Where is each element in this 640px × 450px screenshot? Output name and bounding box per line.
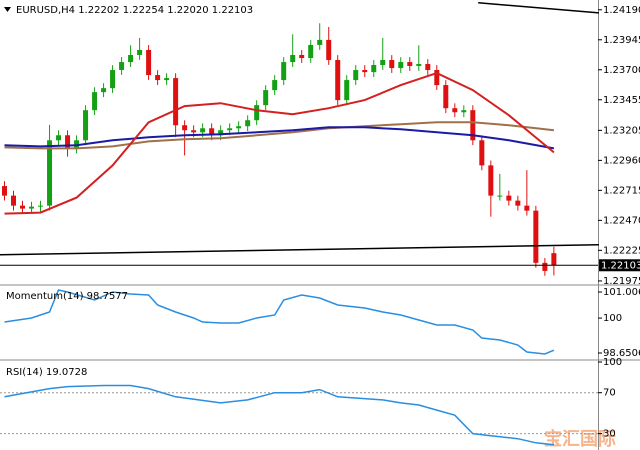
candle-body (506, 195, 512, 201)
y-tick-label: 1.23205 (603, 125, 640, 136)
trendline (478, 2, 599, 14)
y-tick-label: 1.23700 (603, 65, 640, 76)
candle-body (398, 62, 404, 69)
candle-body (272, 80, 278, 91)
candle-body (110, 70, 116, 89)
candle-body (470, 110, 476, 141)
indicator-line (4, 384, 554, 446)
candle-body (137, 49, 143, 55)
panel-title: Momentum(14) 98.7577 (6, 291, 128, 302)
candle-body (101, 88, 107, 93)
y-tick-label: 100 (603, 357, 622, 368)
candle-body (551, 253, 557, 266)
candle-body (56, 135, 62, 141)
candle-body (434, 70, 440, 86)
candle-body (524, 205, 530, 211)
candle-body (515, 200, 521, 206)
candle-body (173, 78, 179, 126)
candle-body (20, 205, 26, 209)
candle-body (326, 39, 332, 60)
y-tick-label: 1.23455 (603, 95, 640, 106)
y-tick-label: 1.24190 (603, 5, 640, 16)
candle-body (299, 54, 305, 59)
candle-body (119, 62, 125, 71)
y-tick-label: 98.6506 (603, 348, 640, 359)
candle-body (47, 140, 53, 206)
candle-body (236, 126, 242, 129)
y-tick-label: 1.22225 (603, 245, 640, 256)
moving-average (4, 121, 555, 150)
candle-body (92, 92, 98, 111)
candle-body (353, 70, 359, 81)
candle-body (65, 135, 71, 149)
candle-body (542, 262, 548, 271)
candle-body (380, 59, 386, 66)
candle-body (200, 128, 206, 133)
candle-body (371, 65, 377, 73)
y-tick-label: 1.23945 (603, 35, 640, 46)
candle-body (182, 125, 188, 131)
candle-body (407, 62, 413, 66)
candle-body (317, 39, 323, 45)
candle-body (245, 120, 251, 127)
panel-title: RSI(14) 19.0728 (6, 367, 87, 378)
candle-body (2, 186, 8, 196)
panel-title: EURUSD,H4 1.22202 1.22254 1.22020 1.2210… (16, 5, 253, 16)
candle-body (497, 195, 503, 197)
candle-body (83, 110, 89, 141)
y-tick-label: 70 (603, 388, 616, 399)
candle-body (155, 75, 161, 81)
candle-body (209, 128, 215, 136)
y-tick-label: 100 (603, 313, 622, 324)
menu-icon (4, 7, 11, 12)
y-tick-label: 1.21975 (603, 276, 640, 287)
candle-body (290, 54, 296, 63)
candle-body (308, 44, 314, 59)
candle-body (362, 70, 368, 73)
candle-body (218, 130, 224, 136)
candle-body (164, 78, 170, 81)
candle-body (533, 210, 539, 263)
candle-body (344, 80, 350, 101)
candle-body (254, 105, 260, 121)
price-label: 1.22103 (601, 260, 640, 271)
candle-body (128, 54, 134, 63)
moving-average (4, 72, 555, 215)
candle-body (389, 59, 395, 69)
candle-body (335, 59, 341, 101)
candle-body (29, 206, 35, 209)
y-tick-label: 1.22715 (603, 185, 640, 196)
candle-body (416, 64, 422, 66)
candle-body (38, 205, 44, 207)
y-tick-label: 101.0067 (603, 287, 640, 298)
candle-body (191, 130, 197, 133)
candle-body (479, 140, 485, 166)
candle-body (461, 110, 467, 113)
candle-body (227, 128, 233, 131)
indicator-line (4, 289, 555, 355)
y-tick-label: 1.22960 (603, 155, 640, 166)
candle-body (488, 165, 494, 196)
candle-body (281, 62, 287, 81)
candle-body (263, 90, 269, 106)
candle-body (452, 108, 458, 113)
y-tick-label: 1.22470 (603, 215, 640, 226)
candle-body (443, 85, 449, 109)
candle-body (146, 49, 152, 76)
trendline (0, 244, 599, 256)
moving-average (4, 126, 555, 150)
candle-body (425, 64, 431, 71)
price-label-box (599, 259, 640, 272)
candle-body (11, 195, 17, 206)
y-tick-label: 30 (603, 429, 616, 440)
